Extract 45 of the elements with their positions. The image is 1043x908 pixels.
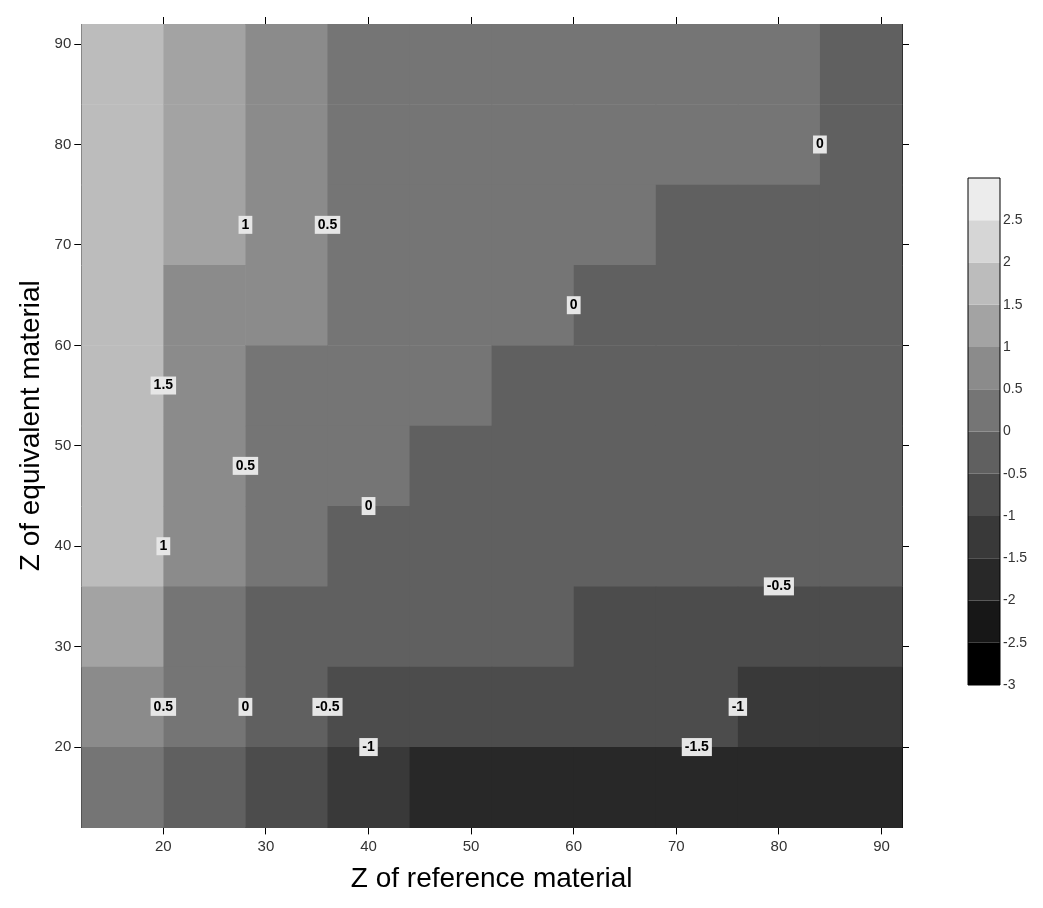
- x-tick-label: 30: [257, 836, 275, 854]
- annotation: -0.5: [315, 697, 340, 714]
- annotation: 0: [569, 296, 578, 313]
- color-bar-label: 0: [1003, 422, 1011, 439]
- y-tick-label: 70: [54, 235, 72, 253]
- x-tick-label: 80: [770, 836, 788, 854]
- y-tick-label: 20: [54, 737, 72, 755]
- y-tick-label: 60: [54, 335, 72, 353]
- annotation: 1.5: [153, 376, 174, 393]
- x-tick-label: 90: [873, 836, 890, 854]
- annotation: -1.5: [684, 737, 710, 754]
- color-bar-label: 2: [1003, 253, 1011, 270]
- y-tick-label: 40: [54, 536, 72, 554]
- x-tick-label: 20: [155, 836, 172, 854]
- annotation: 0: [241, 697, 250, 714]
- annotation: 1: [159, 537, 168, 554]
- color-bar-label: 2.5: [1003, 211, 1023, 228]
- color-bar-label: -3: [1003, 675, 1016, 692]
- annotation: -0.5: [766, 577, 792, 594]
- y-axis-title: Z of equivalent material: [13, 280, 45, 572]
- y-tick-label: 80: [54, 134, 72, 152]
- annotation: 0.5: [317, 215, 338, 232]
- annotation: 0: [364, 496, 373, 513]
- annotation: -1: [362, 737, 375, 754]
- color-bar-label: -1.5: [1003, 549, 1028, 566]
- annotation: -1: [731, 697, 745, 714]
- x-tick-label: 60: [565, 836, 583, 854]
- y-tick-label: 90: [54, 34, 72, 52]
- annotation: 0.5: [153, 697, 174, 714]
- annotation: 1: [241, 215, 250, 232]
- x-tick-label: 50: [462, 836, 480, 854]
- color-bar-label: 1: [1003, 337, 1011, 354]
- color-bar-label: -2: [1003, 591, 1016, 608]
- color-bar-label: 0.5: [1003, 380, 1023, 397]
- color-bar-label: 1.5: [1003, 295, 1023, 312]
- color-bar-label: -2.5: [1003, 633, 1028, 650]
- y-tick-label: 30: [54, 636, 72, 654]
- x-axis-title: Z of reference material: [350, 861, 633, 893]
- annotation: 0: [816, 135, 825, 152]
- x-tick-label: 70: [667, 836, 685, 854]
- x-tick-label: 40: [360, 836, 377, 854]
- annotation: 0.5: [235, 456, 256, 473]
- color-bar-label: -0.5: [1003, 464, 1028, 481]
- y-tick-label: 50: [54, 435, 72, 453]
- color-bar-label: -1: [1003, 506, 1016, 523]
